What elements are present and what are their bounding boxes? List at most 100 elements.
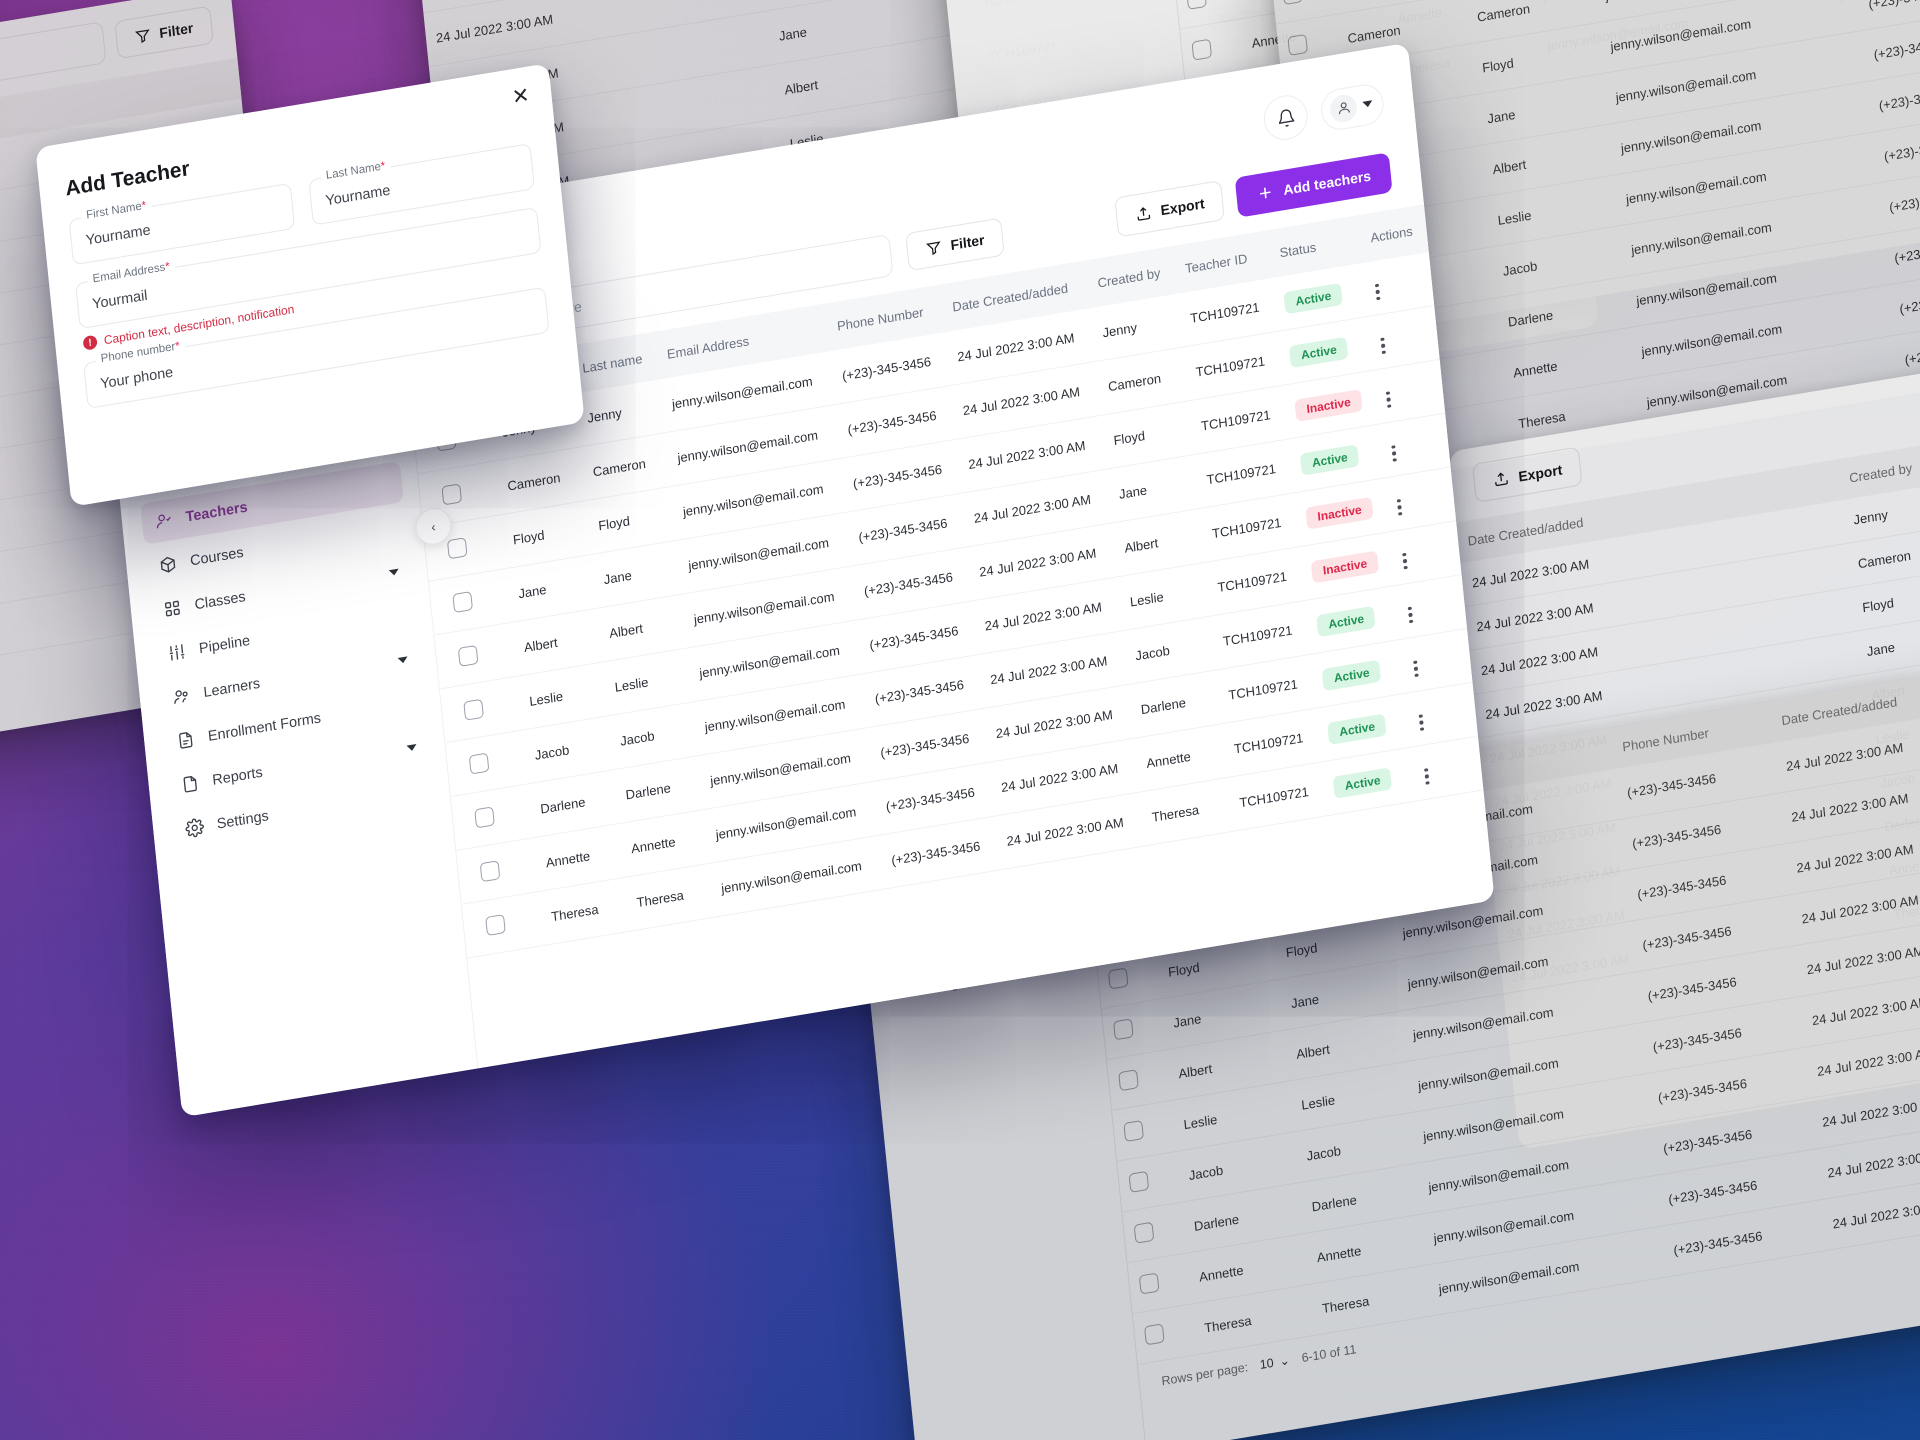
row-checkbox[interactable] — [457, 644, 479, 667]
content-header: Teachers Menu • Teachers — [391, 43, 1417, 309]
filter-label: Filter — [158, 19, 194, 42]
add-teachers-button[interactable]: Add teachers — [1234, 152, 1393, 218]
row-checkbox — [1138, 1272, 1160, 1295]
row-checkbox-cell[interactable] — [461, 891, 545, 959]
sidebar-item-label: Pipeline — [198, 632, 251, 657]
row-checkbox[interactable] — [468, 752, 490, 775]
row-checkbox[interactable] — [485, 913, 506, 936]
row-checkbox — [1107, 967, 1129, 990]
more-vertical-icon[interactable] — [1380, 337, 1386, 355]
first-name-label: First Name* — [80, 198, 152, 223]
filter-button[interactable]: Filter — [905, 217, 1006, 272]
first-name-value: Yourname — [85, 222, 152, 249]
row-checkbox — [1287, 33, 1309, 56]
sidebar-item-label: Learners — [202, 675, 261, 701]
sidebar-item-courses[interactable]: Courses — [145, 505, 409, 589]
teacher-icon — [153, 510, 174, 532]
row-checkbox[interactable] — [452, 590, 473, 613]
more-vertical-icon[interactable] — [1391, 444, 1397, 462]
chevron-left-icon: ‹ — [430, 518, 437, 535]
more-vertical-icon[interactable] — [1386, 390, 1392, 408]
chevron-down-icon[interactable] — [406, 743, 417, 752]
status-badge: Active — [1300, 443, 1360, 476]
last-name-value: Yourname — [324, 182, 392, 210]
filter-icon — [134, 29, 150, 44]
more-vertical-icon[interactable] — [1375, 283, 1381, 301]
pagination-range: 6-10 of 11 — [1300, 1341, 1357, 1365]
box-icon — [158, 554, 179, 576]
sidebar-item-label: Classes — [193, 588, 247, 613]
row-checkbox — [1133, 1221, 1155, 1244]
export-button[interactable]: Export — [1472, 446, 1583, 503]
error-icon: ! — [82, 334, 98, 351]
phone-number-value: Your phone — [99, 364, 174, 393]
table-toolbar: Search anything here Filter Export Add t… — [401, 140, 1424, 372]
notifications-button[interactable] — [1261, 92, 1310, 144]
row-checkbox — [1113, 1018, 1134, 1041]
status-badge: Inactive — [1310, 550, 1380, 583]
gear-icon — [184, 817, 205, 839]
status-badge: Active — [1332, 766, 1393, 799]
upload-icon — [1495, 472, 1508, 487]
more-vertical-icon[interactable] — [1413, 659, 1419, 678]
chevron-down-icon[interactable] — [388, 568, 400, 576]
filter-button[interactable]: Filter — [114, 5, 214, 60]
row-checkbox-cell — [1132, 1303, 1198, 1365]
sidebar-item-teachers[interactable]: Teachers — [140, 460, 404, 545]
report-icon — [180, 773, 201, 795]
sidebar-item-label: Courses — [189, 544, 245, 570]
last-name-label: Last Name* — [320, 159, 391, 183]
sliders-icon — [167, 641, 188, 663]
header-actions — [1261, 74, 1386, 144]
more-vertical-icon[interactable] — [1397, 498, 1403, 516]
background-card-far-right: Export Date Created/added Created by 24 … — [1448, 350, 1920, 1150]
chevron-down-icon — [1362, 100, 1373, 108]
sidebar-item-label: Settings — [216, 807, 270, 833]
row-checkbox[interactable] — [446, 536, 468, 559]
status-badge: Active — [1283, 282, 1344, 314]
email-address-value: Yourmail — [91, 287, 149, 313]
row-checkbox — [1123, 1120, 1145, 1143]
sidebar-item-enrollment-forms[interactable]: Enrollment Forms — [163, 680, 427, 764]
export-label: Export — [1159, 195, 1206, 219]
status-badge: Active — [1321, 659, 1382, 691]
sidebar-item-label: Reports — [211, 764, 264, 789]
form-icon — [175, 729, 196, 751]
row-checkbox — [1191, 38, 1213, 61]
sidebar-item-reports[interactable]: Reports — [167, 724, 431, 808]
export-button[interactable]: Export — [1114, 180, 1226, 238]
sidebar-item-pipeline[interactable]: Pipeline — [154, 593, 418, 677]
avatar — [1328, 92, 1359, 124]
sidebar-item-label: Enrollment Forms — [207, 709, 322, 745]
add-teachers-label: Add teachers — [1282, 167, 1372, 198]
row-checkbox[interactable] — [474, 805, 495, 828]
main-content: Teachers Menu • Teachers — [391, 42, 1495, 1069]
status-badge: Active — [1327, 712, 1387, 745]
row-checkbox — [1282, 0, 1303, 6]
sidebar-item-learners[interactable]: Learners — [158, 636, 422, 720]
filter-label: Filter — [949, 231, 986, 254]
sidebar-item-settings[interactable]: Settings — [171, 768, 435, 852]
rows-per-page-select[interactable]: 10 ⌄ — [1259, 1353, 1291, 1372]
more-vertical-icon[interactable] — [1408, 606, 1414, 624]
row-checkbox — [1128, 1170, 1150, 1193]
upload-icon — [1137, 206, 1151, 221]
rows-per-page-label: Rows per page: — [1160, 1359, 1249, 1388]
row-checkbox[interactable] — [463, 698, 484, 721]
export-label: Export — [1517, 460, 1563, 485]
bell-icon — [1278, 109, 1294, 127]
cell-actions[interactable] — [1412, 736, 1484, 801]
filter-icon — [925, 241, 941, 256]
status-badge: Inactive — [1305, 496, 1374, 530]
status-badge: Inactive — [1294, 388, 1363, 422]
row-checkbox[interactable] — [441, 482, 463, 505]
more-vertical-icon[interactable] — [1424, 767, 1430, 785]
close-icon[interactable]: ✕ — [510, 83, 531, 110]
chevron-down-icon[interactable] — [397, 655, 409, 664]
more-vertical-icon[interactable] — [1418, 713, 1425, 731]
row-checkbox[interactable] — [479, 859, 501, 882]
sidebar-item-classes[interactable]: Classes — [149, 549, 413, 633]
account-menu-button[interactable] — [1319, 81, 1386, 133]
learners-icon — [171, 685, 192, 707]
more-vertical-icon[interactable] — [1402, 552, 1408, 570]
